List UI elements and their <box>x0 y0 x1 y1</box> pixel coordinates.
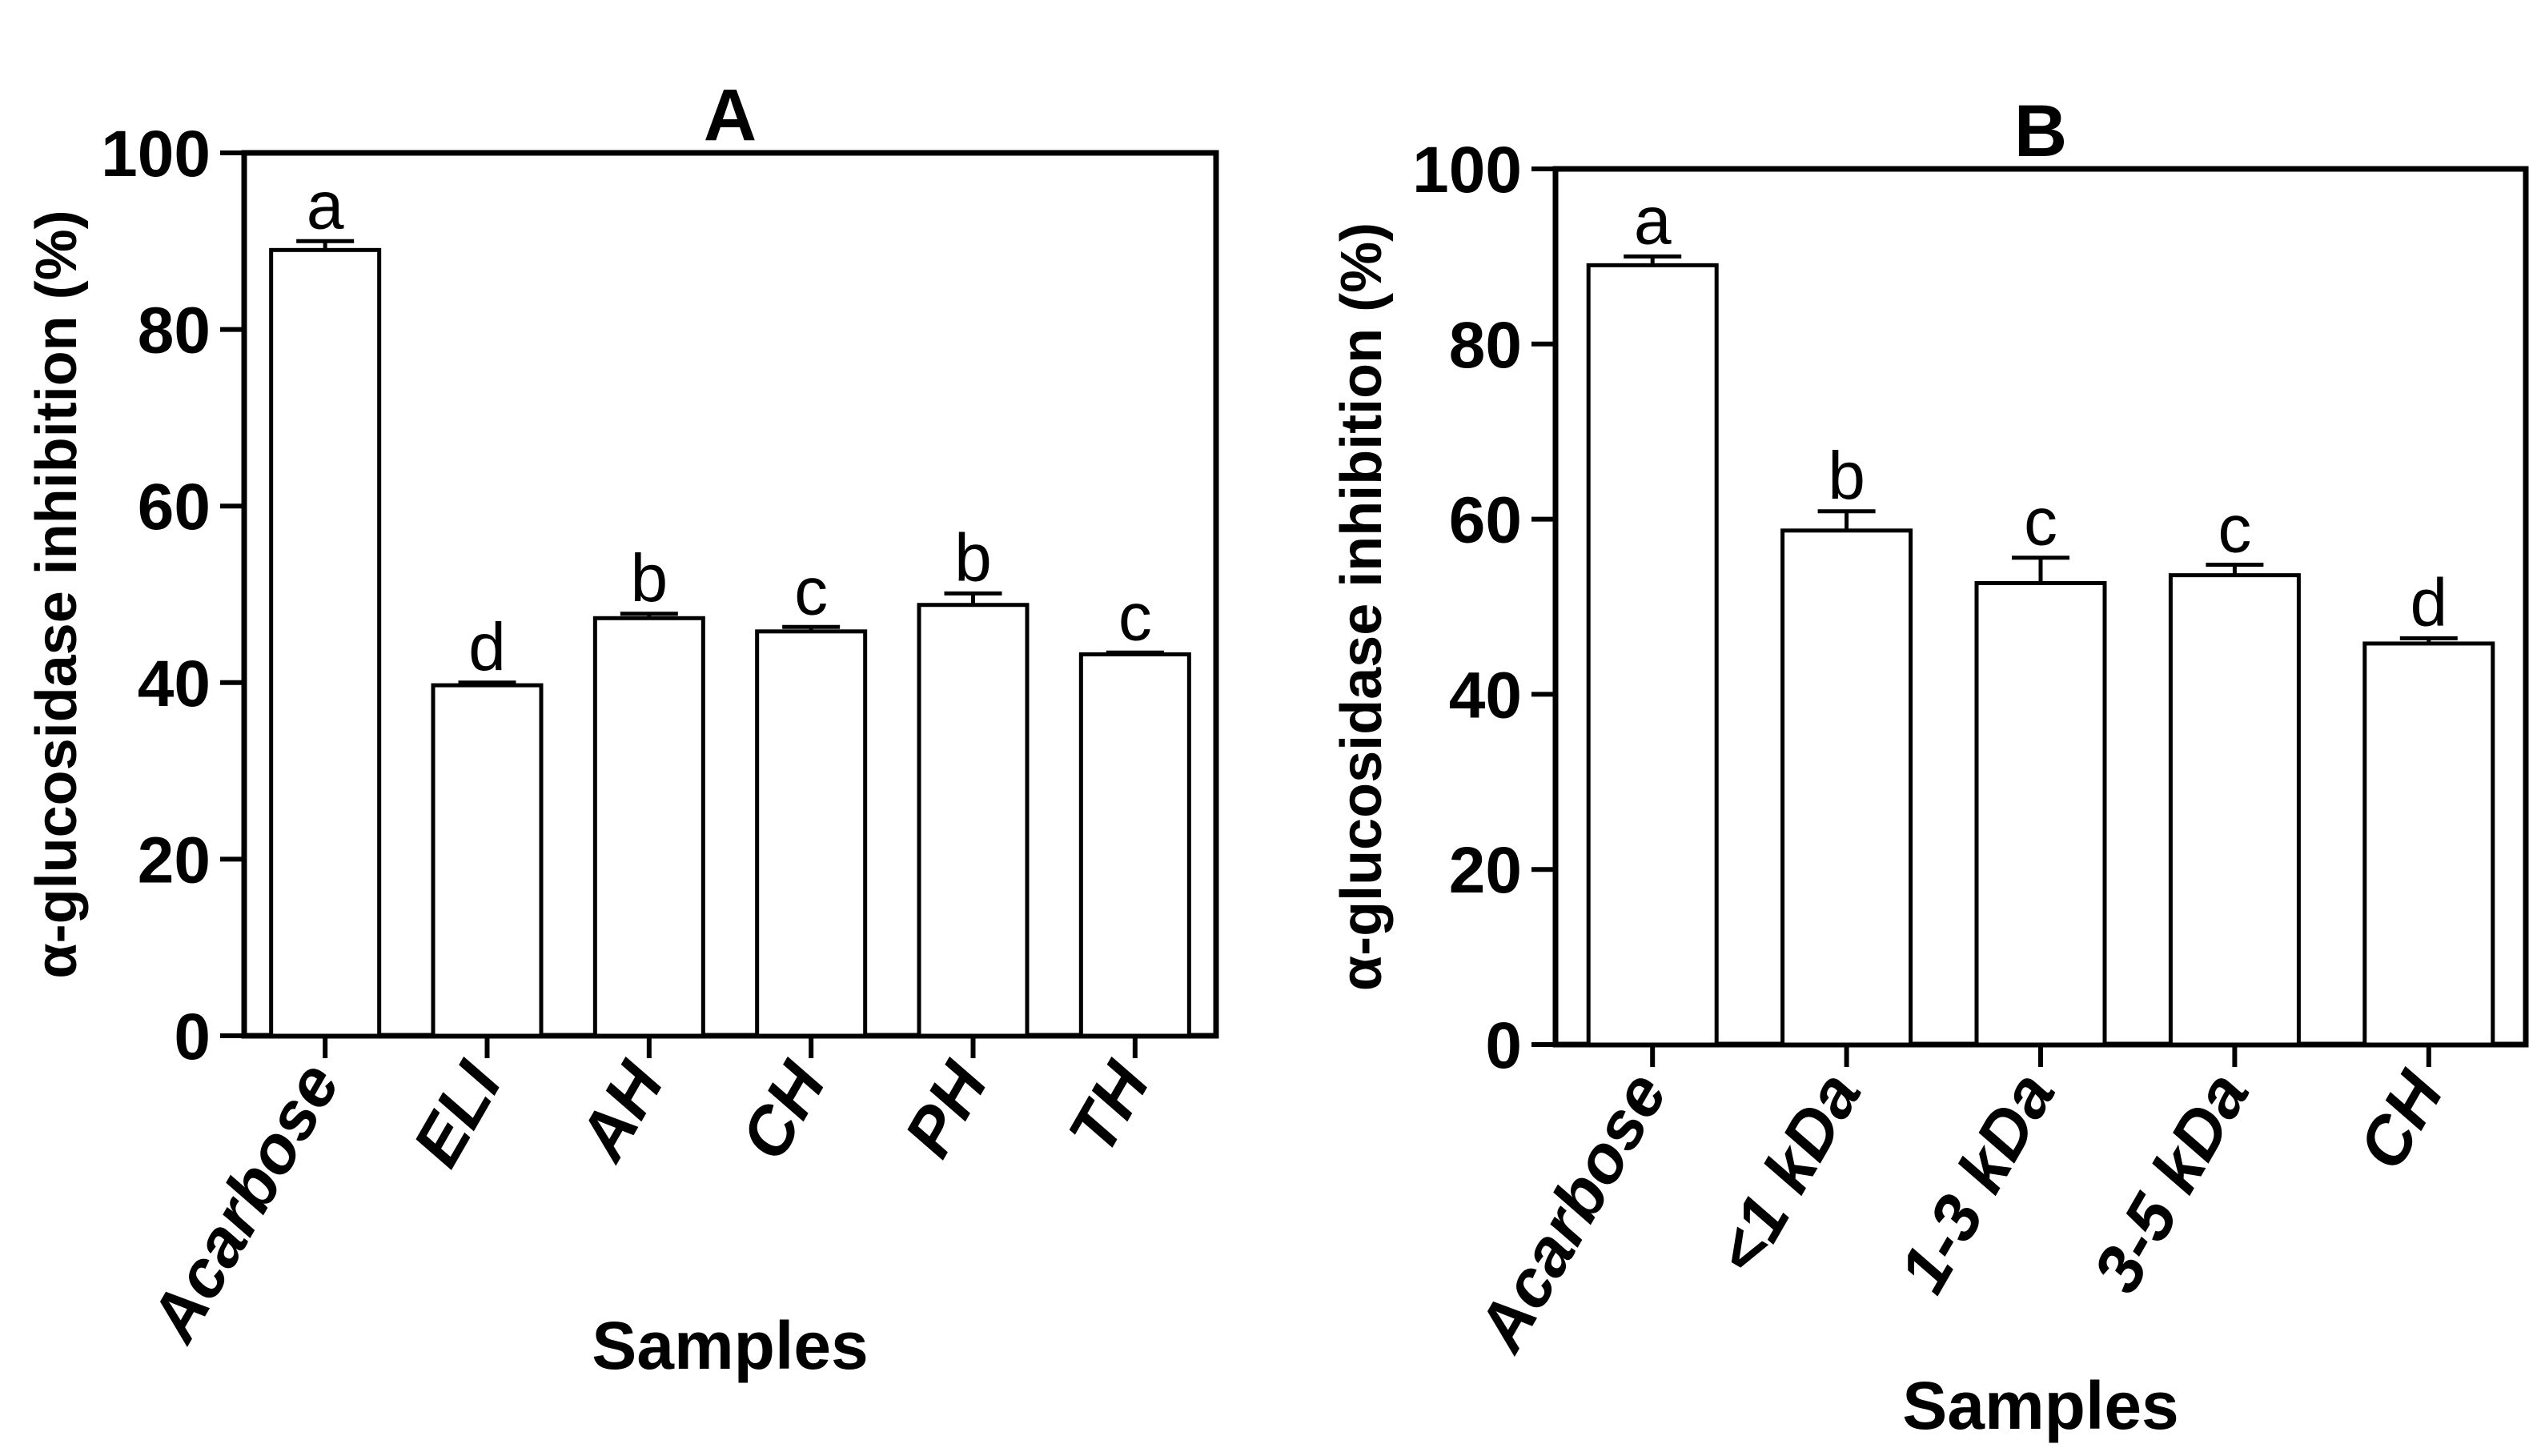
y-tick-label: 80 <box>138 295 211 367</box>
category-label: 3-5 kDa <box>2078 1060 2263 1305</box>
significance-letter: a <box>1634 183 1672 258</box>
significance-letter: b <box>1828 438 1865 513</box>
panel-a-frame <box>241 150 1219 1039</box>
significance-letter: b <box>630 540 668 616</box>
significance-letter: c <box>2218 491 2251 566</box>
significance-letter: a <box>307 167 344 243</box>
significance-letter: b <box>954 519 992 595</box>
significance-letter: c <box>1118 579 1152 654</box>
category-label: AH <box>563 1049 678 1173</box>
y-axis-title: α-glucosidase inhibition (%) <box>25 210 89 978</box>
panel-a-title: A <box>704 74 757 156</box>
category-label: 1-3 kDa <box>1885 1060 2069 1305</box>
bar <box>592 616 705 1038</box>
panel-b-chart: B 0 20 40 60 80 100 α-glucosidase inhibition (%… <box>1330 90 2529 1443</box>
y-tick-label: 40 <box>1449 659 1522 732</box>
bar <box>1586 263 1719 1047</box>
y-tick-label: 20 <box>1449 834 1522 907</box>
bar <box>2168 573 2301 1047</box>
y-tick-label: 100 <box>1412 134 1522 207</box>
category-label: Acarbose <box>1462 1060 1681 1364</box>
y-tick-label: 40 <box>138 648 211 720</box>
category-label: TH <box>1054 1049 1165 1165</box>
y-tick-label: 60 <box>1449 484 1522 557</box>
y-tick-label: 100 <box>101 118 211 191</box>
category-label: CH <box>726 1049 841 1172</box>
bar <box>755 629 868 1038</box>
y-tick-label: 60 <box>138 471 211 543</box>
bar <box>269 247 382 1038</box>
bar <box>2362 641 2495 1047</box>
x-axis-title: Samples <box>1902 1368 2179 1443</box>
category-label: PH <box>889 1049 1002 1169</box>
category-label: Acarbose <box>134 1050 354 1354</box>
significance-letter: d <box>2410 564 2447 640</box>
category-label: CH <box>2343 1058 2458 1181</box>
bar <box>917 603 1030 1038</box>
x-axis-title: Samples <box>592 1308 869 1383</box>
bar <box>1780 528 1913 1047</box>
bar <box>1078 652 1191 1038</box>
category-label: ELI <box>398 1049 516 1179</box>
y-tick-label: 0 <box>1485 1009 1522 1082</box>
significance-letter: c <box>2024 484 2057 560</box>
y-tick-label: 80 <box>1449 309 1522 382</box>
category-label: <1 kDa <box>1700 1060 1875 1287</box>
significance-letter: c <box>794 553 828 628</box>
y-tick-label: 0 <box>174 1001 211 1073</box>
bar <box>431 683 544 1038</box>
y-tick-label: 20 <box>138 824 211 896</box>
y-axis-title: α-glucosidase inhibition (%) <box>1330 223 1394 991</box>
bar <box>1974 580 2107 1047</box>
panel-b-title: B <box>2014 90 2067 172</box>
significance-letter: d <box>468 609 506 684</box>
